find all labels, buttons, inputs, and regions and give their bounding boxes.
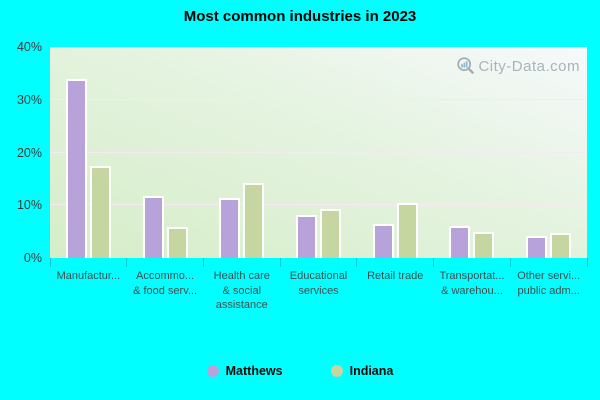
x-category-label: Accommo... & food serv... <box>127 269 204 313</box>
axis-tick <box>433 258 435 267</box>
x-category-label-line: public adm... <box>517 284 580 297</box>
gridline <box>50 151 587 153</box>
bar-matthews <box>65 78 87 258</box>
y-tick-label: 20% <box>16 145 42 160</box>
x-axis-labels: Manufactur... Accommo... & food serv... Hea… <box>50 269 587 313</box>
x-category-label-line: Accommo... <box>136 270 195 282</box>
y-tick-label: 0% <box>23 251 42 265</box>
x-category-label-line: assistance <box>215 299 268 311</box>
bar-group <box>434 47 511 258</box>
y-tick-label: 40% <box>16 40 42 54</box>
legend-label-indiana: Indiana <box>349 364 394 378</box>
bar-group <box>510 47 587 258</box>
axis-tick <box>509 258 511 267</box>
x-category-label-line: services <box>298 284 339 297</box>
x-category-label: Manufactur... <box>50 269 127 313</box>
watermark-text: City-Data.com <box>478 57 580 75</box>
city-data-logo-icon <box>457 57 475 74</box>
bar-indiana <box>473 231 495 258</box>
bar-indiana <box>243 182 265 258</box>
legend-item-matthews: Matthews <box>206 364 283 378</box>
bar-matthews <box>296 214 318 258</box>
x-category-label: Health care & social assistance <box>203 269 280 313</box>
x-category-label-line: & food serv... <box>133 284 198 297</box>
x-category-label-line: & social <box>222 284 262 297</box>
x-category-label: Retail trade <box>357 269 434 313</box>
x-category-label-line: Retail trade <box>367 270 424 282</box>
plot-area: City-Data.com <box>50 47 587 258</box>
legend-item-indiana: Indiana <box>330 364 394 378</box>
gridline <box>50 98 587 100</box>
bar-indiana <box>89 165 111 258</box>
axis-tick <box>279 258 281 267</box>
x-category-label-line: Other servi... <box>517 270 581 282</box>
axis-tick <box>126 258 128 267</box>
axis-tick <box>49 258 51 267</box>
axis-tick <box>202 258 204 267</box>
bar-indiana <box>396 202 418 258</box>
x-category-label-line: Manufactur... <box>56 270 121 282</box>
bar-matthews <box>219 197 241 258</box>
legend-label-matthews: Matthews <box>225 364 283 378</box>
bar-indiana <box>550 233 572 258</box>
bar-matthews <box>142 195 164 258</box>
axis-tick <box>356 258 358 267</box>
bar-groups <box>50 47 587 258</box>
x-category-label: Other servi... public adm... <box>510 269 587 313</box>
matthews-legend-dot-icon <box>206 365 219 377</box>
x-axis-ticks <box>49 258 588 267</box>
x-category-label: Transportat... & warehou... <box>434 269 511 313</box>
y-axis: 0% 10% 20% 30% 40% <box>0 40 46 265</box>
bar-indiana <box>320 208 342 258</box>
gridline <box>50 204 587 206</box>
legend: Matthews Indiana <box>0 364 600 378</box>
bar-matthews <box>372 224 394 258</box>
bar-group <box>203 47 280 258</box>
chart-title: Most common industries in 2023 <box>183 8 417 25</box>
y-tick-label: 30% <box>16 92 42 107</box>
axis-tick <box>586 258 588 267</box>
watermark: City-Data.com <box>455 56 580 76</box>
bar-group <box>357 47 434 258</box>
x-category-label: Educational services <box>280 269 357 313</box>
bar-group <box>50 47 127 258</box>
y-tick-label: 10% <box>16 198 42 213</box>
indiana-legend-dot-icon <box>330 365 343 377</box>
x-category-label-line: Educational <box>289 270 348 282</box>
x-category-label-line: & warehou... <box>441 284 503 297</box>
bar-group <box>280 47 357 258</box>
bar-indiana <box>166 227 188 258</box>
bar-group <box>127 47 204 258</box>
bar-matthews <box>526 235 548 258</box>
x-category-label-line: Transportat... <box>439 270 505 282</box>
x-category-label-line: Health care <box>213 270 270 282</box>
bar-matthews <box>449 226 471 258</box>
